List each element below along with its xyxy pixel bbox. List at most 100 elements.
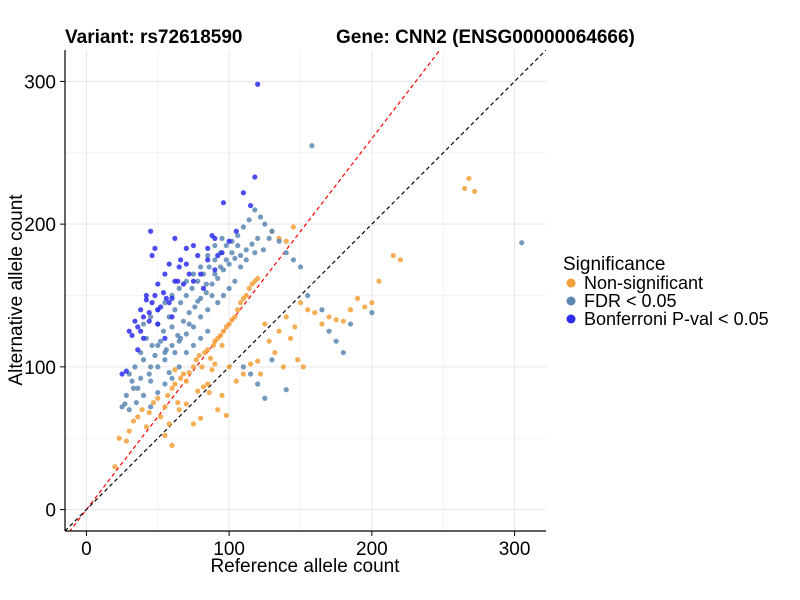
point-fdr	[243, 247, 249, 253]
point-fdr	[247, 371, 254, 377]
title-variant: Variant: rs72618590	[65, 27, 242, 48]
point-fdr	[162, 381, 168, 387]
point-fdr	[155, 364, 161, 370]
point-non-significant	[172, 367, 178, 373]
point-fdr	[240, 364, 247, 370]
point-fdr	[240, 224, 247, 230]
point-fdr	[260, 247, 266, 253]
point-bonferroni	[138, 328, 144, 334]
point-bonferroni	[166, 300, 172, 306]
point-non-significant	[169, 442, 175, 448]
point-non-significant	[196, 352, 202, 359]
y-tick-label: 300	[24, 72, 56, 93]
point-bonferroni	[155, 321, 161, 327]
point-fdr	[138, 375, 144, 381]
point-non-significant	[212, 361, 218, 367]
point-non-significant	[150, 399, 157, 406]
point-fdr	[126, 407, 132, 413]
point-fdr	[135, 385, 141, 391]
point-non-significant	[390, 252, 396, 259]
point-fdr	[169, 324, 175, 330]
point-bonferroni	[178, 257, 184, 263]
point-fdr	[148, 404, 154, 410]
point-fdr	[146, 371, 152, 377]
point-fdr	[297, 264, 304, 270]
point-fdr	[326, 328, 332, 334]
point-bonferroni	[190, 242, 197, 249]
legend-label-fdr: FDR < 0.05	[584, 291, 677, 311]
point-non-significant	[116, 435, 122, 441]
point-non-significant	[276, 328, 282, 334]
point-fdr	[133, 399, 139, 406]
point-bonferroni	[126, 328, 132, 334]
point-fdr	[183, 331, 189, 337]
point-non-significant	[233, 378, 239, 384]
point-bonferroni	[219, 250, 225, 256]
point-fdr	[172, 307, 178, 313]
point-fdr	[223, 257, 229, 263]
point-fdr	[209, 281, 215, 287]
point-fdr	[262, 395, 268, 401]
point-non-significant	[246, 285, 252, 291]
point-fdr	[305, 292, 311, 299]
point-non-significant	[205, 347, 211, 353]
point-fdr	[229, 250, 235, 256]
point-fdr	[209, 292, 215, 299]
point-fdr	[226, 261, 232, 267]
point-non-significant	[319, 321, 325, 327]
point-bonferroni	[162, 335, 168, 341]
point-non-significant	[207, 355, 214, 361]
point-non-significant	[165, 392, 171, 399]
point-bonferroni	[233, 228, 239, 234]
point-bonferroni	[205, 257, 211, 263]
point-non-significant	[139, 407, 145, 413]
point-non-significant	[205, 381, 211, 387]
point-bonferroni	[146, 318, 152, 324]
point-non-significant	[220, 328, 227, 334]
point-non-significant	[466, 175, 472, 182]
point-non-significant	[283, 314, 289, 320]
point-bonferroni	[129, 332, 135, 339]
point-non-significant	[237, 300, 244, 306]
point-bonferroni	[172, 278, 178, 284]
point-fdr	[195, 298, 201, 304]
point-non-significant	[143, 424, 149, 430]
point-fdr	[215, 275, 221, 281]
point-fdr	[237, 264, 244, 270]
point-bonferroni	[186, 271, 192, 277]
x-axis-ticks: 0 100 200 300	[81, 531, 530, 560]
point-fdr	[190, 342, 197, 349]
point-non-significant	[200, 384, 207, 390]
point-non-significant	[266, 338, 272, 344]
point-non-significant	[369, 300, 375, 306]
point-bonferroni	[197, 271, 204, 277]
point-fdr	[257, 214, 264, 220]
point-bonferroni	[212, 235, 218, 242]
point-bonferroni	[152, 245, 158, 251]
point-non-significant	[215, 407, 221, 413]
point-non-significant	[190, 364, 197, 370]
red-diagonal-line	[69, 50, 441, 531]
point-fdr	[266, 235, 272, 242]
point-fdr	[162, 300, 168, 306]
point-fdr	[140, 321, 147, 327]
data-points	[112, 81, 525, 470]
point-fdr	[158, 338, 164, 344]
point-non-significant	[257, 371, 264, 377]
point-non-significant	[197, 415, 204, 421]
point-fdr	[255, 235, 261, 242]
point-bonferroni	[247, 202, 254, 209]
point-fdr	[269, 357, 275, 363]
point-non-significant	[300, 364, 306, 370]
point-non-significant	[354, 295, 361, 301]
point-fdr	[176, 364, 182, 370]
x-tick-label: 200	[356, 539, 388, 560]
point-bonferroni	[119, 371, 125, 377]
point-bonferroni	[205, 245, 211, 251]
point-non-significant	[226, 321, 232, 327]
point-non-significant	[195, 388, 201, 394]
point-non-significant	[472, 188, 478, 194]
black-diagonal-line	[65, 50, 546, 531]
point-fdr	[203, 281, 209, 287]
point-fdr	[190, 271, 197, 277]
